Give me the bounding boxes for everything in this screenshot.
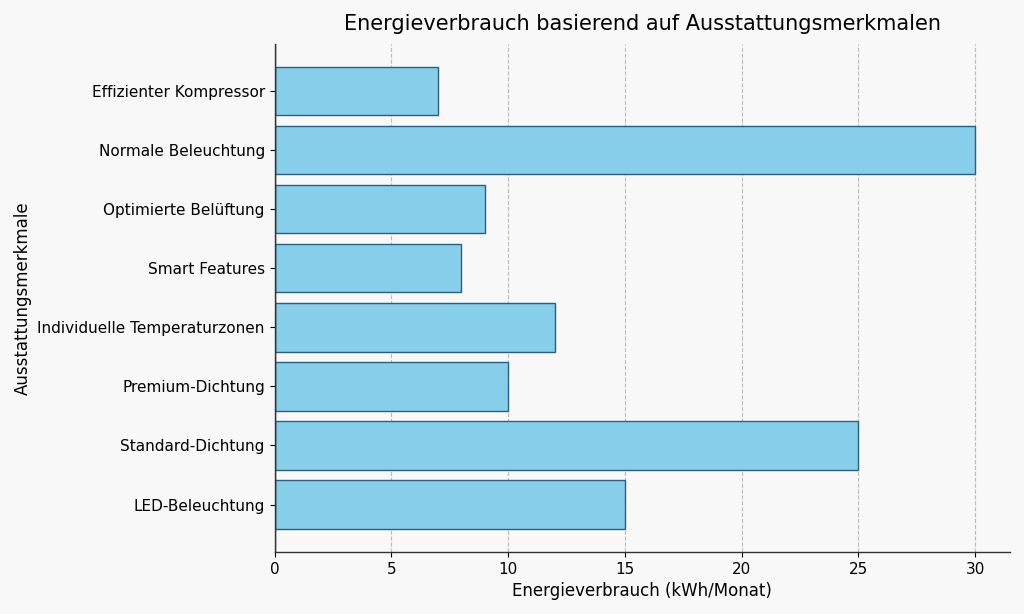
Bar [274,185,484,233]
Bar [274,421,858,470]
Bar [274,244,462,292]
Bar [274,126,975,174]
Y-axis label: Ausstattungsmerkmale: Ausstattungsmerkmale [14,201,32,395]
Title: Energieverbrauch basierend auf Ausstattungsmerkmalen: Energieverbrauch basierend auf Ausstattu… [344,14,941,34]
Bar [274,303,555,352]
Bar [274,67,438,115]
X-axis label: Energieverbrauch (kWh/Monat): Energieverbrauch (kWh/Monat) [512,582,772,600]
Bar [274,480,625,529]
Bar [274,362,508,411]
